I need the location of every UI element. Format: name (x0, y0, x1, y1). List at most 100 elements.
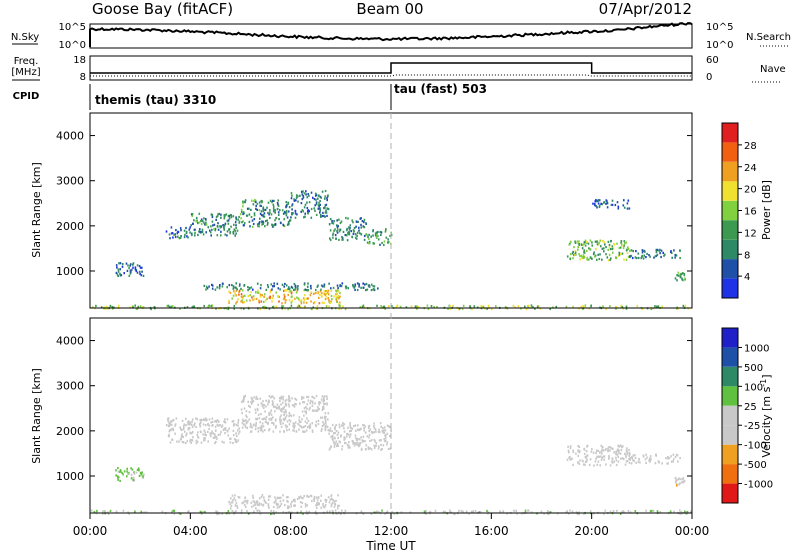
data-cell (291, 204, 293, 207)
data-cell (272, 203, 275, 206)
data-cell (275, 498, 277, 501)
data-cell (257, 403, 259, 406)
data-cell (210, 432, 213, 435)
data-cell (179, 307, 181, 310)
data-cell (243, 301, 245, 304)
data-cell (611, 245, 614, 248)
data-cell (141, 270, 143, 273)
data-cell (353, 286, 355, 289)
data-cell (204, 433, 206, 437)
data-cell (377, 238, 380, 241)
data-cell (332, 432, 335, 435)
data-cell (116, 273, 119, 276)
data-cell (589, 248, 591, 251)
data-cell (289, 219, 292, 222)
data-cell (355, 220, 358, 223)
data-cell (242, 220, 244, 223)
data-cell (306, 422, 308, 425)
data-cell (595, 204, 597, 208)
data-cell (315, 496, 318, 499)
data-cell (312, 409, 314, 412)
data-cell (364, 431, 367, 434)
data-cell (513, 509, 515, 512)
data-cell (317, 496, 320, 499)
data-cell (368, 285, 371, 288)
data-cell (255, 207, 257, 210)
data-cell (370, 283, 373, 286)
data-cell (236, 429, 239, 432)
data-cell (235, 435, 238, 438)
data-cell (676, 274, 678, 277)
data-cell (282, 422, 284, 425)
noise-sky-trace (89, 22, 693, 47)
colorbar-tick-label: 4 (744, 272, 750, 283)
data-cell (328, 299, 330, 302)
data-cell (353, 444, 356, 447)
data-cell (218, 287, 221, 290)
data-cell (121, 471, 123, 474)
data-cell (626, 460, 629, 463)
data-cell (360, 447, 363, 450)
data-cell (309, 423, 312, 426)
data-cell (313, 292, 315, 295)
data-cell (310, 287, 312, 290)
data-cell (320, 416, 322, 419)
data-cell (682, 279, 685, 282)
data-cell (205, 231, 207, 234)
data-cell (677, 271, 680, 274)
data-cell (334, 425, 336, 428)
data-cell (238, 430, 241, 433)
data-cell (236, 300, 238, 303)
data-cell (315, 203, 318, 206)
data-cell (285, 404, 288, 407)
data-cell (347, 232, 349, 235)
data-cell (655, 305, 658, 308)
data-cell (281, 302, 283, 305)
data-cell (599, 451, 601, 454)
data-cell (524, 509, 527, 512)
data-cell (272, 401, 274, 404)
data-cell (490, 308, 493, 311)
data-cell (656, 510, 659, 513)
data-cell (288, 400, 290, 403)
data-cell (234, 229, 237, 232)
data-cell (189, 431, 191, 434)
data-cell (269, 495, 272, 498)
data-cell (243, 419, 246, 423)
data-cell (319, 401, 322, 404)
data-cell (310, 308, 313, 311)
data-cell (275, 407, 278, 410)
y-tick-label: 3000 (56, 175, 84, 188)
data-cell (275, 425, 277, 428)
data-cell (267, 286, 269, 289)
data-cell (321, 425, 324, 428)
data-cell (293, 199, 296, 202)
data-cell (582, 244, 584, 247)
data-cell (499, 510, 501, 513)
data-cell (264, 225, 266, 228)
data-cell (373, 425, 375, 428)
data-cell (253, 510, 255, 513)
data-cell (187, 423, 189, 426)
data-cell (286, 216, 289, 219)
data-cell (360, 427, 362, 430)
data-cell (359, 441, 362, 444)
data-cell (310, 284, 312, 288)
colorbar-swatch (722, 278, 738, 298)
data-cell (329, 229, 332, 232)
time-axis: 00:00 04:00 08:00 12:00 16:00 20:00 00:00 (73, 513, 709, 538)
data-cell (359, 217, 362, 220)
data-cell (384, 439, 387, 442)
data-cell (317, 284, 319, 287)
data-cell (332, 233, 334, 236)
data-cell (153, 306, 156, 309)
velocity-y-axis-label: Slant Range [km] (30, 368, 43, 464)
data-cell (263, 208, 265, 211)
data-cell (233, 438, 236, 441)
data-cell (322, 211, 324, 214)
data-cell (245, 500, 247, 503)
data-cell (641, 251, 644, 254)
data-cell (611, 247, 614, 251)
data-cell (134, 268, 137, 271)
data-cell (235, 218, 237, 221)
